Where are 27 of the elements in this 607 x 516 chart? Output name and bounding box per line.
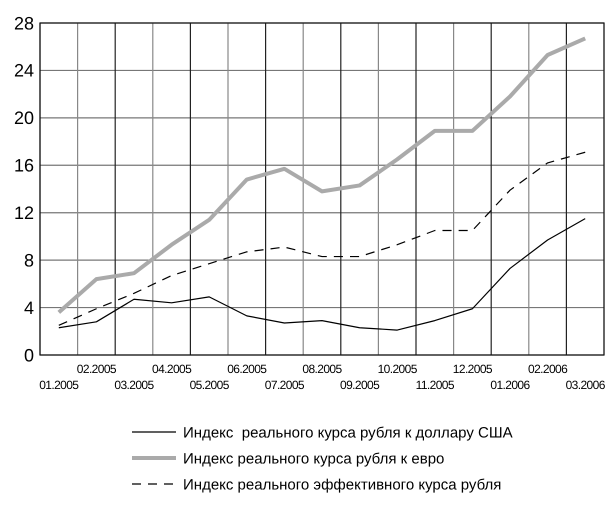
y-tick-label: 12 bbox=[14, 203, 34, 224]
legend-label: Индекс реального эффективного курса рубля bbox=[183, 476, 502, 494]
x-tick-label: 08.2005 bbox=[302, 362, 343, 376]
x-tick-label: 04.2005 bbox=[152, 362, 192, 376]
x-tick-label: 07.2005 bbox=[264, 378, 305, 392]
x-tick-label: 10.2005 bbox=[378, 362, 418, 376]
x-tick-label: 01.2006 bbox=[490, 378, 531, 392]
x-tick-label: 03.2006 bbox=[566, 378, 606, 392]
y-tick-label: 4 bbox=[24, 298, 34, 318]
y-tick-label: 20 bbox=[14, 108, 34, 128]
x-tick-label: 12.2005 bbox=[452, 362, 493, 376]
x-tick-label: 11.2005 bbox=[416, 378, 455, 392]
y-tick-label: 28 bbox=[14, 13, 34, 34]
y-tick-label: 24 bbox=[14, 60, 34, 81]
y-tick-label: 16 bbox=[14, 156, 34, 176]
x-tick-label: 03.2005 bbox=[114, 378, 155, 392]
x-tick-label: 06.2005 bbox=[227, 362, 268, 376]
legend-label: Индекс реального курса рубля к евро bbox=[183, 450, 444, 468]
line-series bbox=[56, 36, 588, 314]
y-tick-label: 0 bbox=[24, 345, 34, 366]
x-tick-label: 02.2006 bbox=[528, 362, 568, 376]
x-tick-label: 05.2005 bbox=[190, 378, 230, 392]
x-tick-label: 09.2005 bbox=[340, 378, 380, 392]
legend-label: Индекс реального курса рубля к доллару США bbox=[183, 424, 513, 442]
x-tick-label: 01.2005 bbox=[39, 378, 80, 392]
y-tick-label: 8 bbox=[24, 250, 34, 270]
x-tick-label: 02.2005 bbox=[76, 362, 117, 376]
